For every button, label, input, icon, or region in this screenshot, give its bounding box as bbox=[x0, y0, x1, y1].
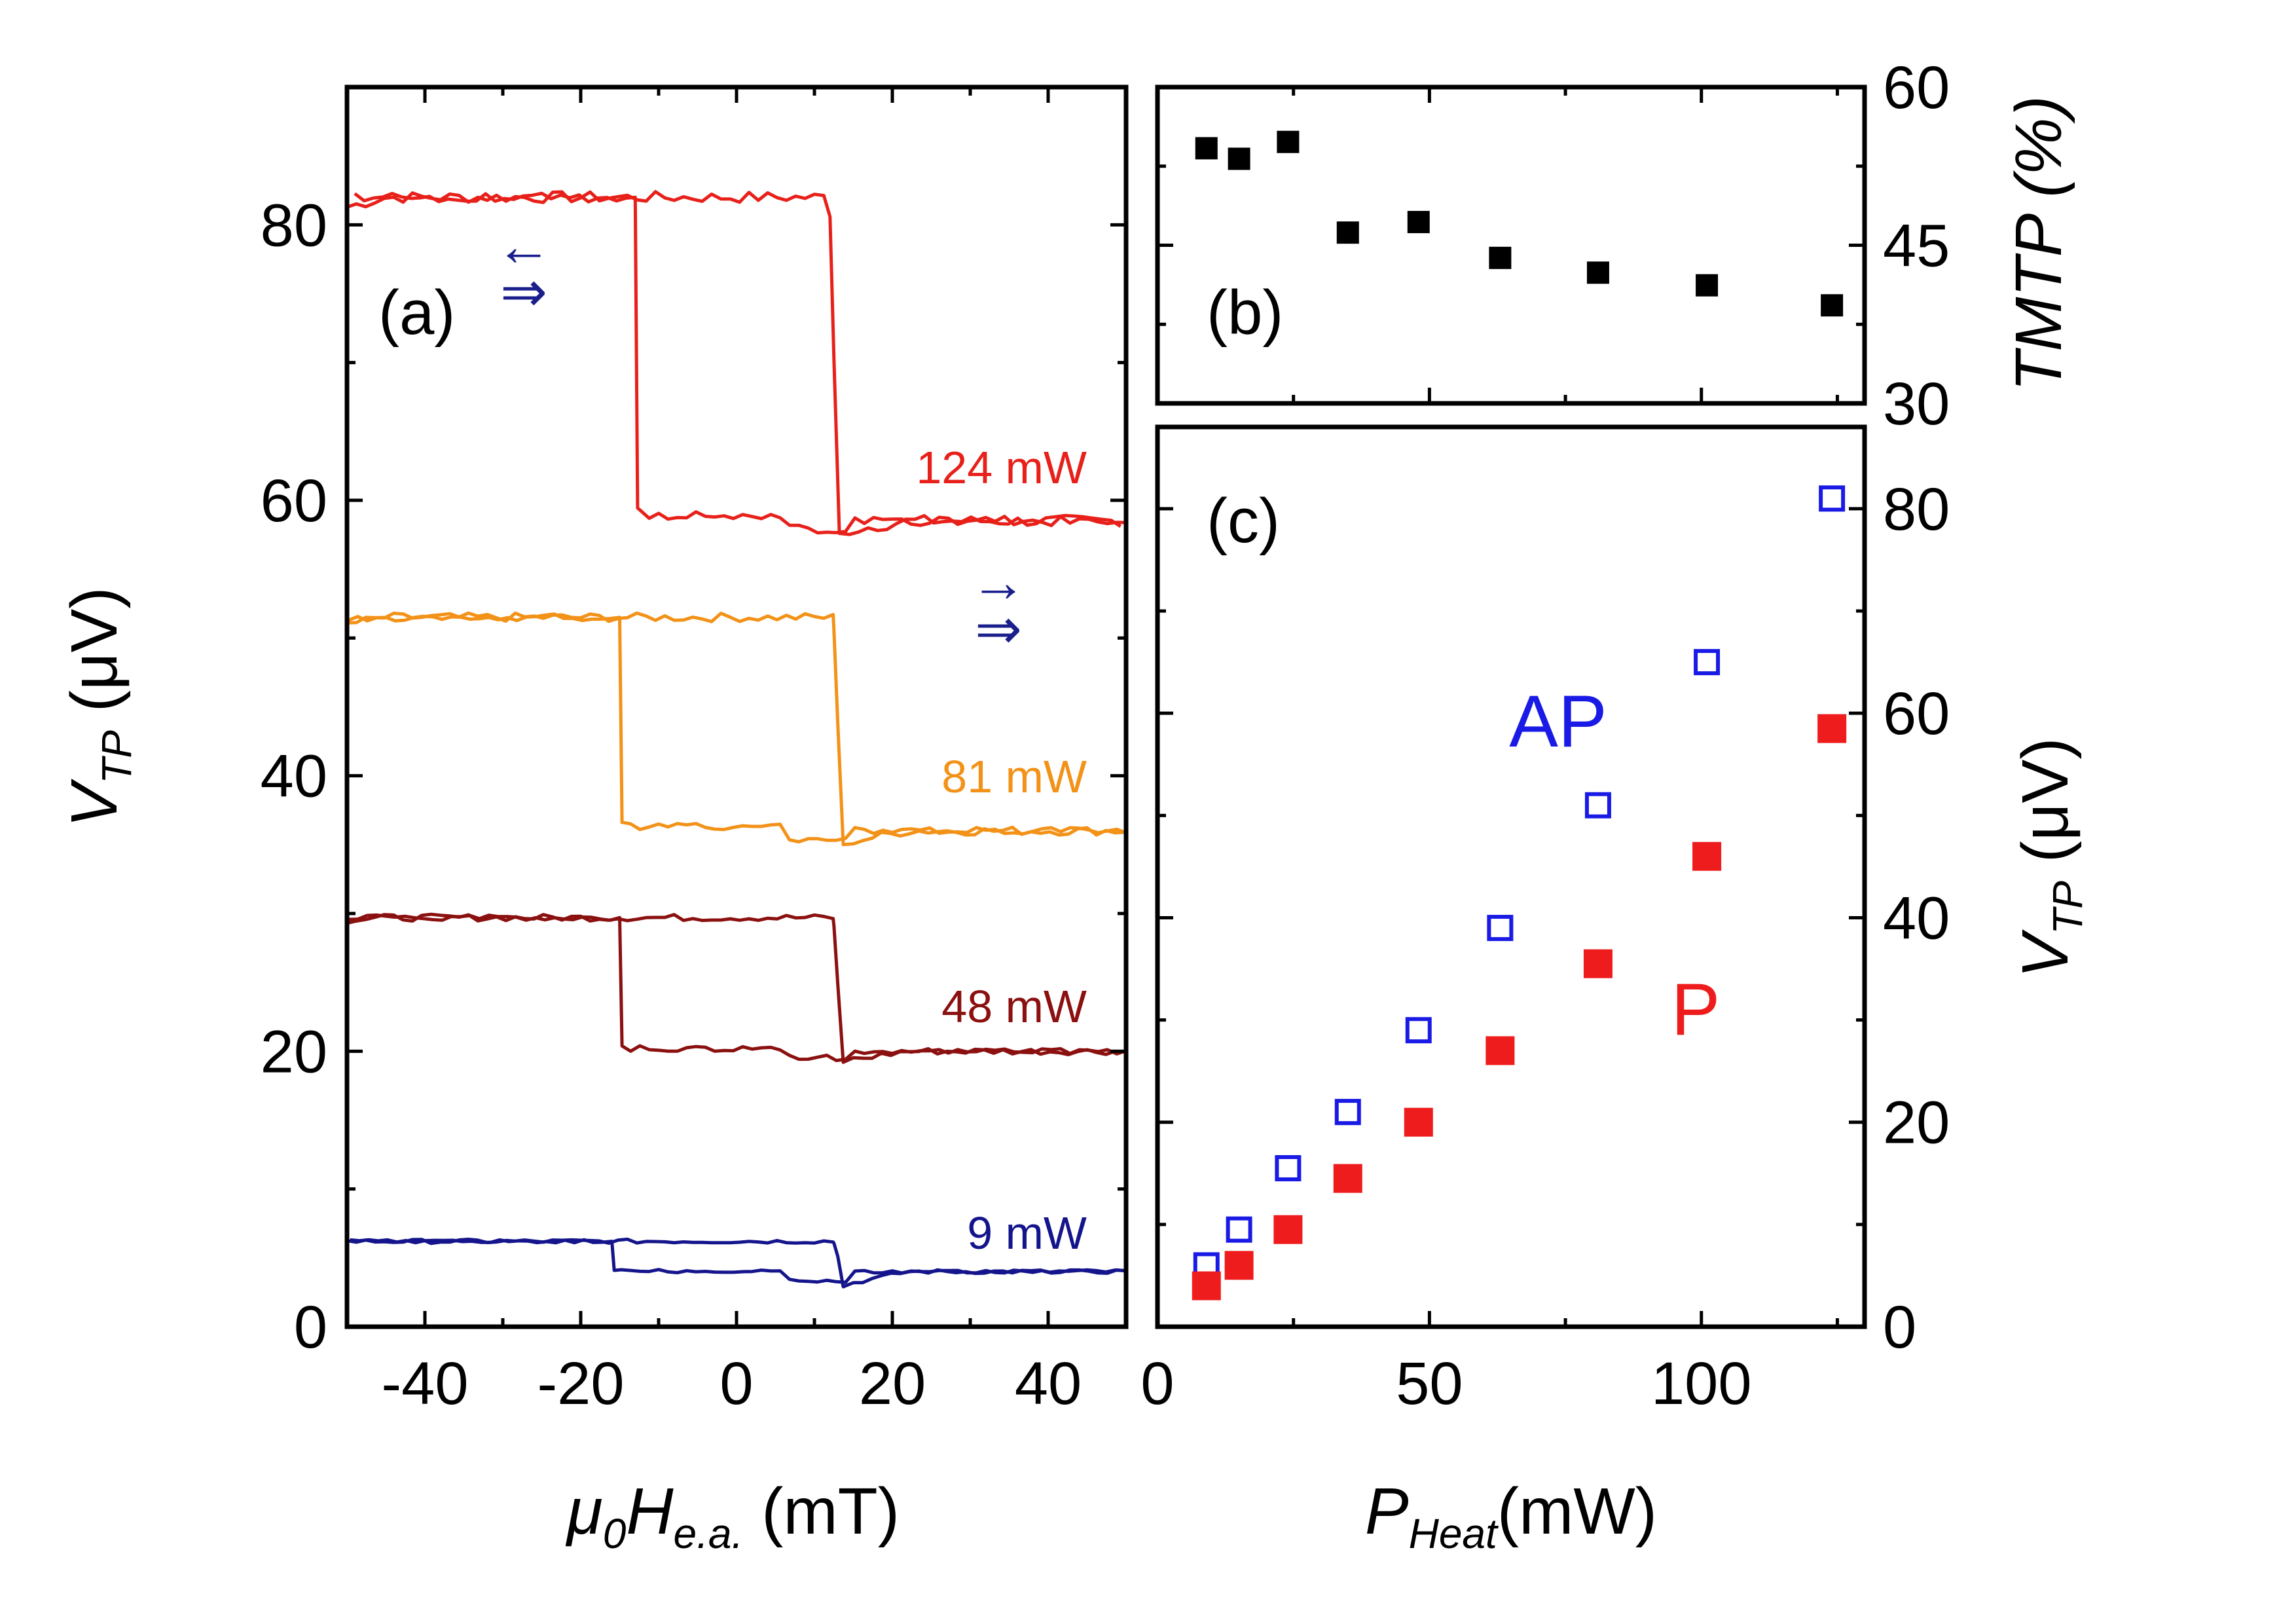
panel-b-frame bbox=[1155, 84, 1867, 406]
ap-point bbox=[1694, 649, 1721, 676]
p-point bbox=[1192, 1271, 1221, 1301]
y-tick-label: 60 bbox=[1883, 54, 1950, 121]
y-tick-label: 80 bbox=[261, 192, 327, 259]
panel-c: 0 50 100 0 20 40 60 80 (c) AP P PHeat(mW) VTP (… bbox=[1140, 424, 2091, 1557]
x-tick-label: 100 bbox=[1651, 1350, 1752, 1417]
panel-a-y-axis-title: VTP (μV) bbox=[58, 587, 140, 827]
y-tick-label: 20 bbox=[261, 1018, 327, 1085]
ap-point bbox=[1334, 1099, 1361, 1126]
arrow-left-icon: ← bbox=[496, 215, 552, 278]
ap-point bbox=[1584, 792, 1611, 819]
y-tick-label: 20 bbox=[1883, 1090, 1950, 1156]
y-tick-label: 0 bbox=[1883, 1294, 1916, 1361]
series-label-48mw: 48 mW bbox=[941, 981, 1087, 1032]
y-tick-label: 0 bbox=[294, 1294, 327, 1361]
x-tick-label: 20 bbox=[859, 1350, 926, 1417]
panel-c-points bbox=[1192, 485, 1847, 1301]
panel-a-tag: (a) bbox=[378, 278, 455, 348]
tmtp-point bbox=[1228, 147, 1250, 170]
panel-b-points bbox=[1195, 130, 1844, 317]
y-tick-label: 80 bbox=[1883, 476, 1950, 543]
panel-c-x-axis-title: PHeat(mW) bbox=[1365, 1475, 1657, 1557]
arrow-right-icon: → bbox=[970, 551, 1027, 614]
p-point bbox=[1583, 949, 1613, 978]
p-point bbox=[1333, 1164, 1362, 1193]
series-label-9mw: 9 mW bbox=[967, 1208, 1087, 1259]
y-tick-label: 40 bbox=[1883, 885, 1950, 951]
panel-a-x-axis-title: μ0He.a. (mT) bbox=[565, 1475, 900, 1557]
tmtp-point bbox=[1277, 130, 1300, 153]
panel-c-ticks: 0 50 100 0 20 40 60 80 bbox=[1140, 476, 1950, 1417]
series-label-124mw: 124 mW bbox=[916, 442, 1087, 493]
panel-b: 30 45 60 (b) TMTP (%) bbox=[1155, 54, 2075, 437]
panel-a-frame bbox=[344, 84, 1129, 1329]
tmtp-point bbox=[1821, 294, 1844, 317]
x-tick-label: -20 bbox=[538, 1350, 625, 1417]
series-line-backward bbox=[348, 612, 1127, 843]
panel-a: -40 -20 0 20 40 0 20 40 60 80 (a) 124 mW 81 mW 48… bbox=[58, 84, 1129, 1557]
y-tick-label: 60 bbox=[1883, 680, 1950, 747]
tmtp-point bbox=[1489, 246, 1512, 269]
tmtp-point bbox=[1696, 274, 1719, 297]
p-point bbox=[1692, 841, 1722, 871]
tmtp-point bbox=[1336, 221, 1359, 244]
panel-a-ticks: -40 -20 0 20 40 0 20 40 60 80 bbox=[261, 85, 1128, 1417]
panel-a-series bbox=[346, 190, 1127, 1289]
series-label-p: P bbox=[1671, 969, 1721, 1050]
p-point bbox=[1224, 1251, 1254, 1280]
ap-point bbox=[1226, 1216, 1252, 1243]
ap-point bbox=[1487, 915, 1514, 942]
series-line-forward bbox=[346, 190, 1122, 536]
series-line-backward bbox=[354, 191, 1127, 535]
series-label-ap: AP bbox=[1509, 680, 1607, 762]
y-tick-label: 45 bbox=[1883, 213, 1950, 280]
p-point bbox=[1404, 1107, 1433, 1137]
panel-b-ticks: 30 45 60 bbox=[1156, 54, 1950, 437]
panel-c-tag: (c) bbox=[1207, 486, 1280, 556]
p-point bbox=[1273, 1215, 1303, 1244]
tmtp-point bbox=[1407, 211, 1430, 234]
x-tick-label: 50 bbox=[1396, 1350, 1463, 1417]
series-line-backward bbox=[350, 1238, 1127, 1284]
ap-point bbox=[1405, 1017, 1432, 1044]
double-arrow-right-icon: ⇒ bbox=[500, 261, 547, 323]
ap-point bbox=[1819, 485, 1846, 512]
double-arrow-right-icon: ⇒ bbox=[975, 598, 1022, 661]
p-point bbox=[1485, 1036, 1515, 1065]
tmtp-point bbox=[1586, 261, 1609, 284]
panel-b-tag: (b) bbox=[1207, 278, 1283, 348]
series-line-backward bbox=[348, 913, 1127, 1062]
x-tick-label: 0 bbox=[1140, 1350, 1174, 1417]
y-tick-label: 60 bbox=[261, 468, 327, 534]
x-tick-label: -40 bbox=[382, 1350, 469, 1417]
y-tick-label: 30 bbox=[1883, 371, 1950, 437]
tmtp-point bbox=[1195, 137, 1218, 160]
x-tick-label: 40 bbox=[1015, 1350, 1082, 1417]
panel-c-frame bbox=[1155, 424, 1867, 1329]
x-tick-label: 0 bbox=[720, 1350, 753, 1417]
panel-c-y-axis-title: VTP (μV) bbox=[2009, 737, 2091, 978]
y-tick-label: 40 bbox=[261, 743, 327, 810]
series-line-forward bbox=[346, 912, 1125, 1064]
panel-b-y-axis-title: TMTP (%) bbox=[2002, 96, 2075, 392]
ap-point bbox=[1275, 1154, 1302, 1181]
series-label-81mw: 81 mW bbox=[941, 751, 1087, 802]
p-point bbox=[1817, 714, 1847, 743]
